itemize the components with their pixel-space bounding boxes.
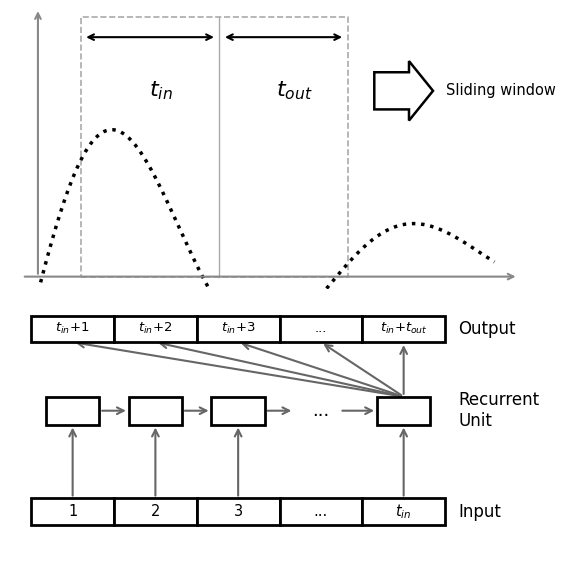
Text: $t_{in}$+$t_{out}$: $t_{in}$+$t_{out}$ [380, 321, 428, 336]
Bar [46, 397, 99, 425]
Text: Output: Output [459, 320, 516, 338]
Text: 1: 1 [68, 504, 77, 519]
Text: Sliding window: Sliding window [446, 83, 556, 98]
Text: $t_{in}$: $t_{in}$ [149, 80, 173, 102]
Bar [197, 498, 279, 525]
Bar [362, 316, 445, 342]
Text: $t_{in}$+2: $t_{in}$+2 [138, 321, 173, 336]
Bar [377, 397, 430, 425]
Text: $t_{out}$: $t_{out}$ [276, 80, 312, 102]
Text: 2: 2 [151, 504, 160, 519]
Text: Recurrent
Unit: Recurrent Unit [459, 391, 540, 430]
Bar [279, 316, 362, 342]
Text: ...: ... [315, 323, 327, 335]
Text: ...: ... [314, 504, 328, 519]
Text: $t_{in}$: $t_{in}$ [396, 502, 412, 521]
Text: $t_{in}$+1: $t_{in}$+1 [56, 321, 90, 336]
Text: ...: ... [312, 402, 329, 420]
Bar [114, 498, 197, 525]
FancyArrow shape [374, 61, 433, 121]
Text: 3: 3 [234, 504, 243, 519]
Bar [114, 316, 197, 342]
Bar [211, 397, 265, 425]
Text: $t_{in}$+3: $t_{in}$+3 [221, 321, 255, 336]
Bar [31, 316, 114, 342]
Text: Input: Input [459, 503, 501, 521]
Bar [129, 397, 182, 425]
Bar [31, 498, 114, 525]
Bar [197, 316, 279, 342]
Bar [279, 498, 362, 525]
Bar [362, 498, 445, 525]
